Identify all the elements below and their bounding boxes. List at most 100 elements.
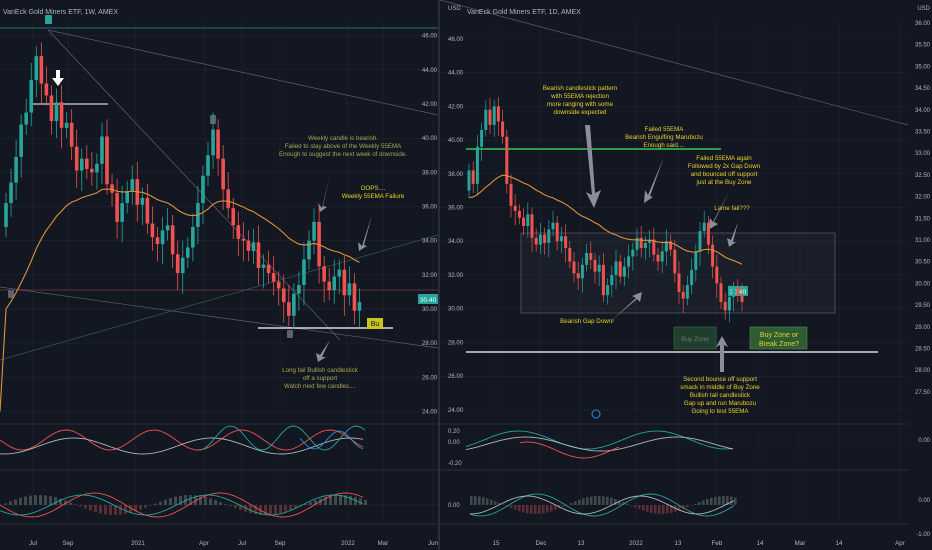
candle-body bbox=[643, 242, 647, 248]
annotation-text: Going to test 55EMA bbox=[691, 408, 749, 415]
histogram-bar bbox=[44, 495, 47, 505]
candle-body bbox=[622, 266, 626, 277]
trendline bbox=[439, 0, 909, 126]
candle-body bbox=[186, 247, 190, 258]
annotation-text: Weekly candle is bearish. bbox=[308, 135, 378, 142]
dividend-marker-icon[interactable] bbox=[591, 409, 601, 419]
annotation-arrow bbox=[716, 336, 728, 372]
oscillator-line bbox=[299, 430, 364, 450]
candle-body bbox=[100, 136, 104, 164]
candle-body bbox=[538, 234, 542, 245]
histogram-bar bbox=[730, 496, 733, 505]
candle-body bbox=[475, 146, 479, 184]
macd-line bbox=[469, 493, 735, 517]
trendline bbox=[0, 234, 439, 361]
event-marker[interactable] bbox=[287, 330, 293, 338]
histogram-bar bbox=[269, 505, 272, 515]
histogram-bar bbox=[638, 505, 641, 510]
annotation-text: Followed by 2x Gap Down bbox=[688, 163, 761, 170]
histogram-bar bbox=[129, 505, 132, 513]
histogram-bar bbox=[534, 505, 537, 514]
candle-body bbox=[639, 237, 643, 248]
candle-body bbox=[631, 249, 635, 257]
osc-tick-label: 0.00 bbox=[448, 440, 460, 446]
right-price-axis[interactable] bbox=[908, 0, 932, 550]
y-tick-label: 28.00 bbox=[448, 340, 464, 346]
x-tick-label: Mar bbox=[795, 540, 806, 547]
histogram-bar bbox=[630, 505, 633, 506]
event-marker[interactable] bbox=[45, 15, 52, 24]
candle-body bbox=[547, 229, 551, 243]
y-tick-label: 46.00 bbox=[448, 37, 464, 43]
annotation-text: with 55EMA rejection bbox=[550, 93, 609, 100]
histogram-bar bbox=[24, 496, 27, 505]
candle-body bbox=[90, 168, 94, 173]
y-tick-label: 44.00 bbox=[448, 71, 464, 77]
candle-body bbox=[226, 189, 230, 209]
annotation-arrow bbox=[612, 292, 642, 320]
candle-body bbox=[180, 257, 185, 274]
histogram-bar bbox=[329, 495, 332, 505]
signal-line bbox=[469, 495, 735, 515]
candle-body bbox=[732, 288, 736, 297]
y-tick-label: 38.00 bbox=[448, 172, 464, 178]
histogram-bar bbox=[514, 505, 517, 510]
histogram-bar bbox=[710, 497, 713, 505]
x-tick-label: Mar bbox=[378, 540, 389, 547]
histogram-bar bbox=[239, 505, 242, 511]
candle-body bbox=[522, 217, 526, 227]
y-tick-label: 28.00 bbox=[422, 341, 438, 347]
histogram-bar bbox=[189, 495, 192, 505]
histogram-bar bbox=[289, 505, 292, 511]
y-tick-label: 46.00 bbox=[422, 34, 438, 40]
osc-tick-label: 0.20 bbox=[448, 429, 460, 435]
histogram-bar bbox=[279, 505, 282, 514]
candle-body bbox=[618, 261, 622, 277]
buy-marker bbox=[367, 318, 383, 329]
histogram-bar bbox=[79, 505, 82, 507]
left-chart-pane[interactable]: Weekly candle is bearish.Failed to stay … bbox=[0, 9, 439, 524]
candle-body bbox=[74, 146, 79, 171]
x-tick-label: Feb bbox=[712, 540, 723, 547]
histogram-bar bbox=[4, 503, 7, 505]
trendline bbox=[47, 29, 439, 116]
ema-55-line bbox=[0, 188, 360, 412]
histogram-bar bbox=[574, 501, 577, 505]
oscillator-line bbox=[465, 436, 734, 452]
annotation-text: Failed to stay above of the Weekly 55EMA bbox=[285, 143, 402, 150]
y-tick-label: 32.00 bbox=[915, 195, 931, 201]
oscillator-line bbox=[465, 430, 734, 450]
candle-body bbox=[170, 225, 175, 255]
annotation-text: Failed 55EMA again bbox=[696, 155, 752, 162]
y-tick-label: 30.00 bbox=[448, 307, 464, 313]
annotation-arrow bbox=[316, 340, 330, 362]
histogram-bar bbox=[498, 502, 501, 505]
annotation-arrow bbox=[358, 215, 372, 251]
histogram-bar bbox=[19, 497, 22, 505]
histogram-bar bbox=[706, 498, 709, 505]
histogram-bar bbox=[274, 505, 277, 515]
candle-body bbox=[34, 56, 39, 81]
histogram-bar bbox=[598, 496, 601, 505]
histogram-bar bbox=[494, 501, 497, 505]
candle-body bbox=[287, 302, 291, 316]
histogram-bar bbox=[124, 505, 127, 514]
histogram-bar bbox=[554, 505, 557, 510]
oscillator-line bbox=[199, 425, 366, 451]
histogram-bar bbox=[224, 504, 227, 505]
ema-55-line bbox=[468, 174, 743, 265]
annotation-arrow bbox=[708, 190, 730, 230]
annotation-arrow bbox=[727, 222, 738, 247]
candle-body bbox=[572, 261, 576, 274]
annotation-text: and bounced off support bbox=[691, 171, 758, 178]
histogram-bar bbox=[646, 505, 649, 512]
buy-or-break-label: Break Zone? bbox=[759, 341, 799, 348]
candle-body bbox=[685, 285, 689, 299]
x-tick-label: Jul bbox=[29, 540, 37, 547]
histogram-bar bbox=[702, 500, 705, 505]
candle-body bbox=[698, 231, 702, 252]
y-tick-label: 24.00 bbox=[422, 409, 438, 415]
event-marker[interactable] bbox=[8, 290, 14, 298]
pane-separator[interactable] bbox=[438, 0, 440, 550]
